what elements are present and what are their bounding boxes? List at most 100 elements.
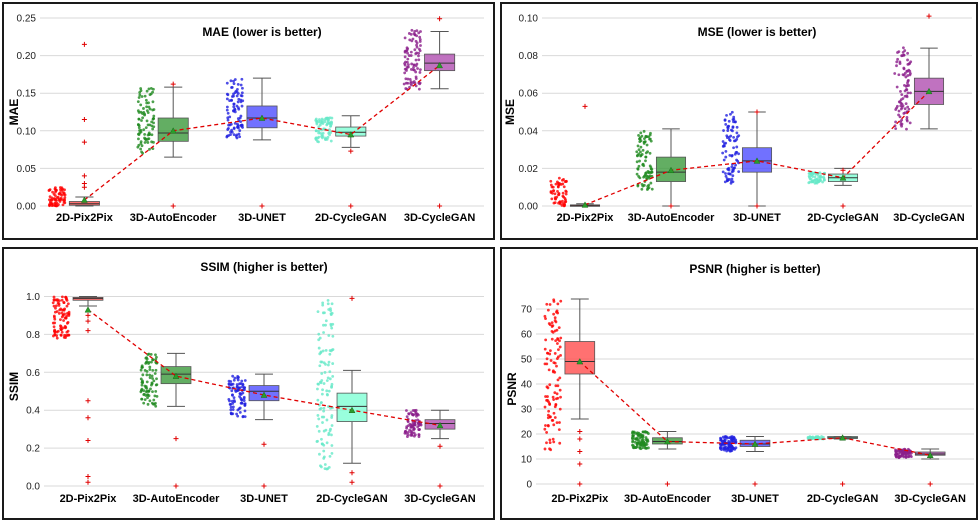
ssim-data-point <box>59 318 62 322</box>
psnr-data-point <box>557 326 561 330</box>
ssim-data-point <box>327 334 331 337</box>
ssim-category-label: 3D-UNET <box>240 493 288 505</box>
ssim-mean-marker <box>172 372 180 379</box>
psnr-data-point <box>548 303 552 306</box>
mae-data-point <box>226 128 230 131</box>
psnr-data-point <box>636 441 639 445</box>
mae-data-point <box>325 137 329 141</box>
psnr-data-point <box>543 447 547 451</box>
ssim-data-point <box>153 372 157 375</box>
psnr-data-point <box>545 357 549 361</box>
ssim-outlier <box>261 441 267 447</box>
mse-data-point <box>908 121 912 125</box>
mse-data-point <box>727 119 731 123</box>
mae-data-point <box>137 96 141 99</box>
mae-data-point <box>61 203 65 207</box>
mse-data-point <box>903 107 907 111</box>
psnr-mean-marker <box>663 437 671 445</box>
mse-data-point <box>907 107 911 111</box>
mae-data-point <box>329 124 333 128</box>
ssim-data-point <box>144 385 148 388</box>
mse-data-point <box>723 142 726 146</box>
ssim-data-point <box>237 386 241 390</box>
mae-data-point <box>150 133 154 137</box>
psnr-data-point <box>734 438 738 442</box>
mse-data-point <box>563 196 567 200</box>
mae-data-point <box>140 119 143 122</box>
ssim-data-point <box>235 412 238 416</box>
ssim-data-point <box>407 412 411 416</box>
psnr-data-point <box>644 436 648 439</box>
mae-data-point <box>148 147 151 151</box>
ssim-data-point <box>150 360 153 364</box>
ssim-data-point <box>146 402 150 406</box>
mae-data-point <box>236 117 240 120</box>
psnr-data-point <box>544 395 547 398</box>
ssim-data-point <box>321 442 324 446</box>
mae-data-point <box>137 126 141 130</box>
mse-data-point <box>635 160 639 164</box>
mse-data-point <box>906 62 910 66</box>
mse-data-point <box>730 110 734 114</box>
ssim-data-point <box>324 319 328 323</box>
mse-category-label: 3D-UNET <box>733 212 781 224</box>
psnr-data-point <box>640 441 644 445</box>
psnr-data-point <box>547 368 551 372</box>
ssim-data-point <box>236 378 240 382</box>
ssim-data-point <box>411 424 415 428</box>
mse-data-point <box>561 199 564 203</box>
mse-data-point <box>564 192 568 196</box>
mse-data-point <box>905 127 908 131</box>
mse-data-point <box>563 180 567 183</box>
ssim-group-1 <box>139 352 192 489</box>
psnr-data-point <box>554 320 558 324</box>
ssim-data-point <box>322 323 325 327</box>
ssim-data-point <box>325 379 329 383</box>
mse-data-point <box>637 148 641 152</box>
mae-data-point <box>236 83 240 86</box>
ssim-data-point <box>242 399 246 403</box>
ssim-category-label: 3D-AutoEncoder <box>133 493 221 505</box>
psnr-outlier <box>577 481 583 487</box>
ssim-data-point <box>145 370 149 373</box>
ssim-data-point <box>320 437 323 441</box>
ssim-data-point <box>413 408 416 412</box>
mse-data-point <box>642 140 646 144</box>
mae-data-point <box>410 83 413 87</box>
mse-mean-marker <box>753 157 761 164</box>
mse-data-point <box>737 170 741 174</box>
ssim-outlier <box>437 483 443 489</box>
ssim-data-point <box>52 298 56 302</box>
mse-data-point <box>640 182 644 186</box>
ssim-data-point <box>229 403 233 406</box>
ssim-data-point <box>330 311 334 315</box>
ssim-outlier <box>349 470 355 476</box>
mae-data-point <box>419 44 422 47</box>
ssim-data-point <box>148 365 152 369</box>
mae-data-point <box>412 65 415 69</box>
mae-data-point <box>148 132 151 136</box>
mse-data-point <box>726 167 730 171</box>
psnr-data-point <box>634 446 638 449</box>
psnr-ytick-label: 40 <box>521 380 533 391</box>
mse-data-point <box>552 189 556 193</box>
psnr-data-point <box>814 435 818 439</box>
psnr-data-point <box>543 427 547 431</box>
mae-data-point <box>226 111 230 115</box>
mae-data-point <box>415 43 418 47</box>
ssim-data-point <box>405 409 408 412</box>
psnr-outlier <box>577 436 583 442</box>
ssim-data-point <box>316 439 319 443</box>
ssim-data-point <box>324 323 327 327</box>
psnr-data-point <box>633 431 637 435</box>
mae-data-point <box>326 116 330 120</box>
mae-data-point <box>52 197 55 201</box>
mse-data-point <box>726 126 730 130</box>
ssim-data-point <box>321 311 325 315</box>
mse-data-point <box>903 49 907 52</box>
mae-outlier <box>437 16 443 22</box>
mse-data-point <box>638 159 641 163</box>
ssim-data-point <box>236 414 240 418</box>
psnr-data-point <box>543 347 547 351</box>
mse-data-point <box>721 151 725 155</box>
